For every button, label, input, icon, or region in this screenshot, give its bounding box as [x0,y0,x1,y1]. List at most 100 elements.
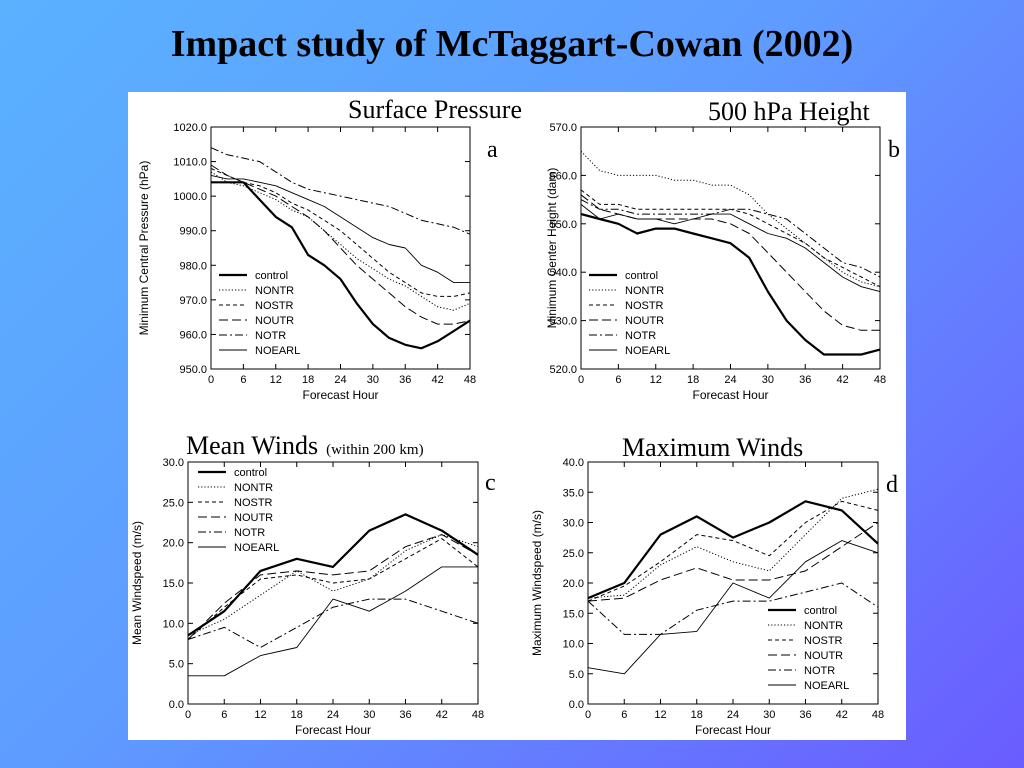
x-tick-label: 6 [621,709,627,721]
series-line-notr [587,582,879,635]
chart-panel-d: Maximum Winds d 0 6 12 18 24 30 36 42 48 0.0 5.0 10.0… [530,433,898,737]
series-line-notr [187,598,479,648]
y-tick-label: 20.0 [563,578,584,590]
y-tick-label: 30.0 [563,518,584,530]
chart-title-a: Surface Pressure [348,95,522,124]
x-tick-label: 30 [367,374,379,386]
series-line-noearl [587,540,879,675]
x-tick-label: 42 [436,709,448,721]
x-tick-label: 18 [291,709,303,721]
legend-label-nontr: NONTR [625,285,664,297]
y-tick-label: 15.0 [563,608,584,620]
chart-title-c: Mean Winds [186,431,318,460]
legend-b: control NONTR NOSTR NOUTR NOTR NOEARL [589,270,670,357]
legend-label-nontr: NONTR [234,482,273,494]
slide-title: Impact study of McTaggart-Cowan (2002) [170,23,854,65]
series-line-control [587,500,879,600]
x-tick-label: 12 [654,709,666,721]
x-tick-label: 12 [254,709,266,721]
x-tick-label: 36 [399,709,411,721]
y-tick-label: 0.0 [569,699,584,711]
y-tick-label: 1000.0 [173,191,207,203]
x-tick-label: 48 [464,374,476,386]
y-axis-label: Minimum Center Height (dam) [545,168,559,329]
y-tick-label: 10.0 [163,618,184,630]
figure: Surface Pressure a 0 6 12 18 24 30 36 42 48 950.0 96… [128,92,906,740]
x-axis-label: Forecast Hour [295,723,371,737]
y-tick-label: 570.0 [549,122,577,134]
y-tick-label: 550.0 [549,219,577,231]
legend-label-nostr: NOSTR [804,635,843,647]
y-axis-label: Mean Windspeed (m/s) [130,521,144,645]
series-line-nostr [187,538,479,640]
legend-c: control NONTR NOSTR NOUTR NOTR NOEARL [198,467,279,554]
x-tick-label: 6 [615,374,621,386]
y-tick-label: 560.0 [549,170,577,182]
legend-label-noearl: NOEARL [804,680,849,692]
series-line-notr [210,147,471,235]
legend-label-nostr: NOSTR [255,300,294,312]
y-tick-label: 20.0 [163,538,184,550]
y-tick-label: 15.0 [163,578,184,590]
legend-label-nostr: NOSTR [625,300,664,312]
plot-frame-a [210,126,471,370]
x-tick-label: 42 [836,709,848,721]
x-tick-label: 18 [687,374,699,386]
x-tick-label: 42 [432,374,444,386]
x-tick-label: 0 [578,374,584,386]
y-tick-label: 40.0 [563,457,584,469]
x-tick-label: 24 [727,709,739,721]
y-tick-label: 10.0 [563,639,584,651]
y-tick-label: 960.0 [179,329,207,341]
y-tick-label: 30.0 [163,457,184,469]
x-tick-label: 48 [874,374,886,386]
chart-panel-b: 500 hPa Height b 0 6 12 18 24 30 36 42 48 520.0 530.… [545,97,900,402]
series-line-control [580,213,881,356]
panel-letter-d: d [886,472,898,498]
y-tick-label: 1010.0 [173,157,207,169]
x-tick-label: 30 [762,374,774,386]
panel-letter-a: a [487,137,498,163]
y-tick-label: 1020.0 [173,122,207,134]
legend-label-nostr: NOSTR [234,497,273,509]
series-line-noearl [580,204,881,293]
chart-title-d: Maximum Winds [622,433,803,462]
x-axis-label: Forecast Hour [692,388,768,402]
series-line-noutr [210,164,471,325]
series-line-noearl [210,174,470,284]
chart-title-note-c: (within 200 km) [326,442,424,458]
legend-label-notr: NOTR [234,527,265,539]
legend-d: control NONTR NOSTR NOUTR NOTR NOEARL [768,605,849,692]
x-tick-label: 24 [724,374,736,386]
series-line-notr [580,199,881,278]
legend-label-noutr: NOUTR [625,315,664,327]
x-tick-label: 48 [472,709,484,721]
series-line-nontr [580,150,881,288]
legend-label-nontr: NONTR [255,285,294,297]
series-line-noutr [187,534,479,640]
y-tick-label: 540.0 [549,267,577,279]
series-line-nontr [587,488,879,599]
x-tick-label: 36 [399,374,411,386]
x-tick-label: 0 [185,709,191,721]
y-tick-label: 5.0 [569,669,584,681]
legend-a: control NONTR NOSTR NOUTR NOTR NOEARL [219,270,300,357]
chart-title-b: 500 hPa Height [708,97,871,126]
x-tick-label: 12 [650,374,662,386]
y-tick-label: 970.0 [179,295,207,307]
legend-label-noearl: NOEARL [625,345,670,357]
legend-label-noutr: NOUTR [234,512,273,524]
y-tick-label: 990.0 [179,226,207,238]
series-line-nostr [587,500,879,602]
legend-label-noearl: NOEARL [255,345,300,357]
x-tick-label: 30 [763,709,775,721]
y-tick-label: 5.0 [169,659,184,671]
chart-panel-c: Mean Winds (within 200 km) c 0 6 12 18 24 30 36 42… [130,431,496,737]
panel-letter-b: b [888,137,900,163]
legend-label-control: control [804,605,837,617]
x-tick-label: 36 [799,709,811,721]
y-tick-label: 530.0 [549,316,577,328]
y-axis-label: Minimum Central Pressure (hPa) [137,161,151,336]
legend-label-noutr: NOUTR [255,315,294,327]
legend-label-control: control [255,270,288,282]
